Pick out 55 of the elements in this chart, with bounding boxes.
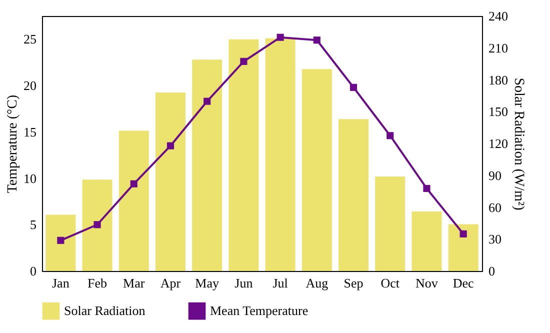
bar [155, 92, 186, 271]
point [313, 36, 320, 44]
x-tick-label: Oct [380, 276, 400, 290]
bar [448, 224, 478, 271]
bar [118, 130, 149, 271]
y2-tick-label: 0 [488, 264, 495, 278]
y2-tick-label: 120 [488, 136, 508, 151]
legend-label: Mean Temperature [210, 303, 308, 318]
bar [82, 180, 112, 271]
point [386, 132, 394, 140]
point [240, 58, 248, 65]
x-tick-label: Sep [344, 276, 364, 290]
y2-tick-label: 150 [488, 104, 508, 120]
point [57, 236, 64, 244]
y2-tick-label: 60 [488, 200, 502, 215]
bar [412, 212, 442, 271]
bar [338, 119, 369, 271]
legend-label: Solar Radiation [64, 303, 146, 318]
point [94, 221, 101, 228]
point [130, 180, 138, 188]
y2-tick-label: 90 [488, 168, 502, 183]
x-tick-label: Aug [306, 276, 329, 290]
y-tick-label: 20 [24, 78, 36, 94]
x-tick-label: Apr [160, 276, 182, 290]
point [276, 34, 284, 41]
y-tick-label: 5 [30, 217, 36, 232]
bar [192, 60, 222, 271]
y2-tick-label: 240 [488, 8, 508, 24]
bar [46, 214, 76, 271]
point [350, 84, 358, 91]
bar [228, 39, 259, 271]
y-tick-label: 15 [24, 124, 36, 140]
point [166, 142, 174, 150]
bar [265, 38, 296, 271]
y2-tick-label: 30 [488, 232, 502, 247]
x-tick-label: Jun [234, 276, 254, 290]
x-tick-label: Jan [52, 276, 70, 290]
x-tick-label: May [195, 276, 220, 290]
y2-axis-title: Solar Radiation (W/m²) [511, 78, 526, 211]
x-tick-label: Feb [88, 276, 108, 290]
y2-tick-label: 210 [488, 40, 508, 56]
y-axis-title: Temperature (°C) [6, 94, 20, 194]
y-tick-label: 10 [24, 170, 36, 186]
y-tick-label: 25 [24, 32, 36, 47]
bar [375, 176, 406, 271]
x-tick-label: Dec [452, 276, 474, 290]
bar [302, 69, 332, 271]
y-tick-label: 0 [30, 264, 36, 278]
point [423, 184, 430, 192]
y2-tick-label: 180 [488, 72, 508, 88]
point [204, 98, 211, 105]
x-tick-label: Jul [272, 276, 288, 290]
point [460, 230, 467, 238]
x-tick-label: Mar [123, 276, 146, 290]
x-tick-label: Nov [416, 276, 438, 290]
